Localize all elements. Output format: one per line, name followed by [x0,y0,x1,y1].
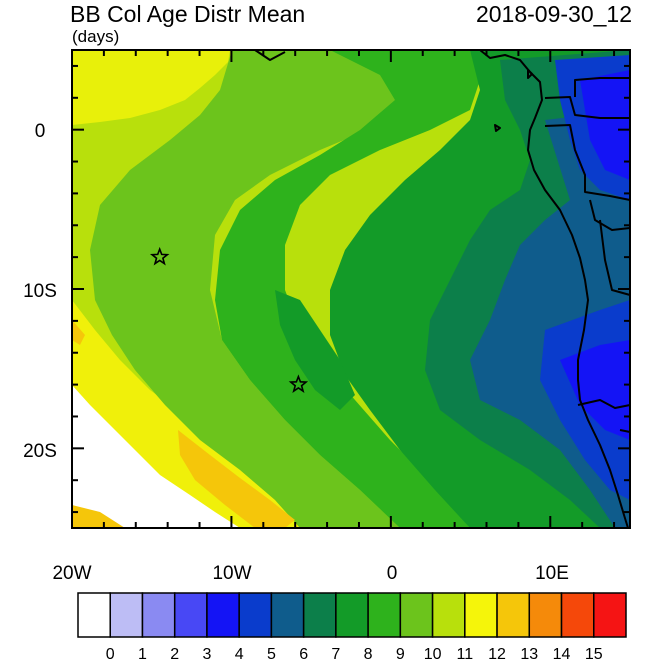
field-orange-2 [178,430,295,528]
colorbar-label: 10 [424,646,442,663]
colorbar-box [496,592,531,638]
lat-label-10s: 10S [23,281,57,302]
lat-label-0: 0 [35,121,46,142]
lon-label-10e: 10E [535,563,569,584]
coastlines [254,49,631,529]
star-1-marker [149,246,170,266]
border-2 [574,77,630,97]
plot-timestamp: 2018-09-30_12 [475,1,632,27]
age-field [72,50,630,528]
border-3 [544,124,631,201]
field-8day [215,50,480,528]
lon-label-0: 0 [387,563,398,584]
lon-label-10w: 10W [212,563,251,584]
axis-ticks [71,50,630,528]
field-nw-yellow [72,50,230,125]
colorbar-box [528,592,563,638]
colorbar-box [399,592,434,638]
colorbar-label: 3 [202,646,211,663]
colorbar-label: 12 [488,646,506,663]
colorbar-box [270,592,305,638]
colorbar-label: 0 [106,646,115,663]
colorbar-label: 7 [331,646,340,663]
colorbar-label: 8 [364,646,373,663]
colorbar-label: 11 [457,646,474,663]
colorbar-label: 6 [299,646,308,663]
colorbar-label: 13 [520,646,538,663]
colorbar-label: 5 [267,646,276,663]
border-1 [544,96,630,119]
colorbar-box [431,592,466,638]
field-orange-1 [72,320,85,345]
colorbar-label: 15 [585,646,603,663]
coast-africa [479,49,629,529]
colorbar-label: 4 [235,646,244,663]
field-9day [90,50,440,528]
plot-title: BB Col Age Distr Mean [70,1,306,27]
border-4 [589,199,631,231]
colorbar-box [141,592,176,638]
island-1 [527,69,533,79]
colorbar-label: 1 [138,646,147,663]
colorbar-box [560,592,595,638]
border-6 [599,219,631,296]
colorbar-box [173,592,208,638]
colorbar-box [109,592,144,638]
colorbar-box [77,592,111,638]
colorbar-box [593,592,627,638]
field-orange-3 [72,505,125,528]
field-3day [580,70,630,180]
lon-label-20w: 20W [52,563,91,584]
markers [149,246,309,393]
colorbar-label: 14 [553,646,571,663]
colorbar-label: 9 [396,646,405,663]
field-7day-patch [275,290,355,410]
field-missing [72,385,240,528]
colorbar-box [206,592,240,638]
colorbar-label: 2 [170,646,179,663]
island-2 [494,124,501,132]
colorbar-box [464,592,498,638]
colorbar-box [367,592,402,638]
colorbar-box [335,592,369,638]
border-5 [577,399,631,409]
units-label: (days) [72,27,120,46]
coast-west-africa [254,49,286,61]
colorbar-box [238,592,273,638]
colorbar-box [302,592,337,638]
star-2-marker [288,374,309,393]
colorbar: 0 1 2 3 4 5 6 7 8 9 10 11 12 13 14 15 [77,592,627,663]
border-7 [619,429,631,433]
lat-label-20s: 20S [23,441,57,462]
